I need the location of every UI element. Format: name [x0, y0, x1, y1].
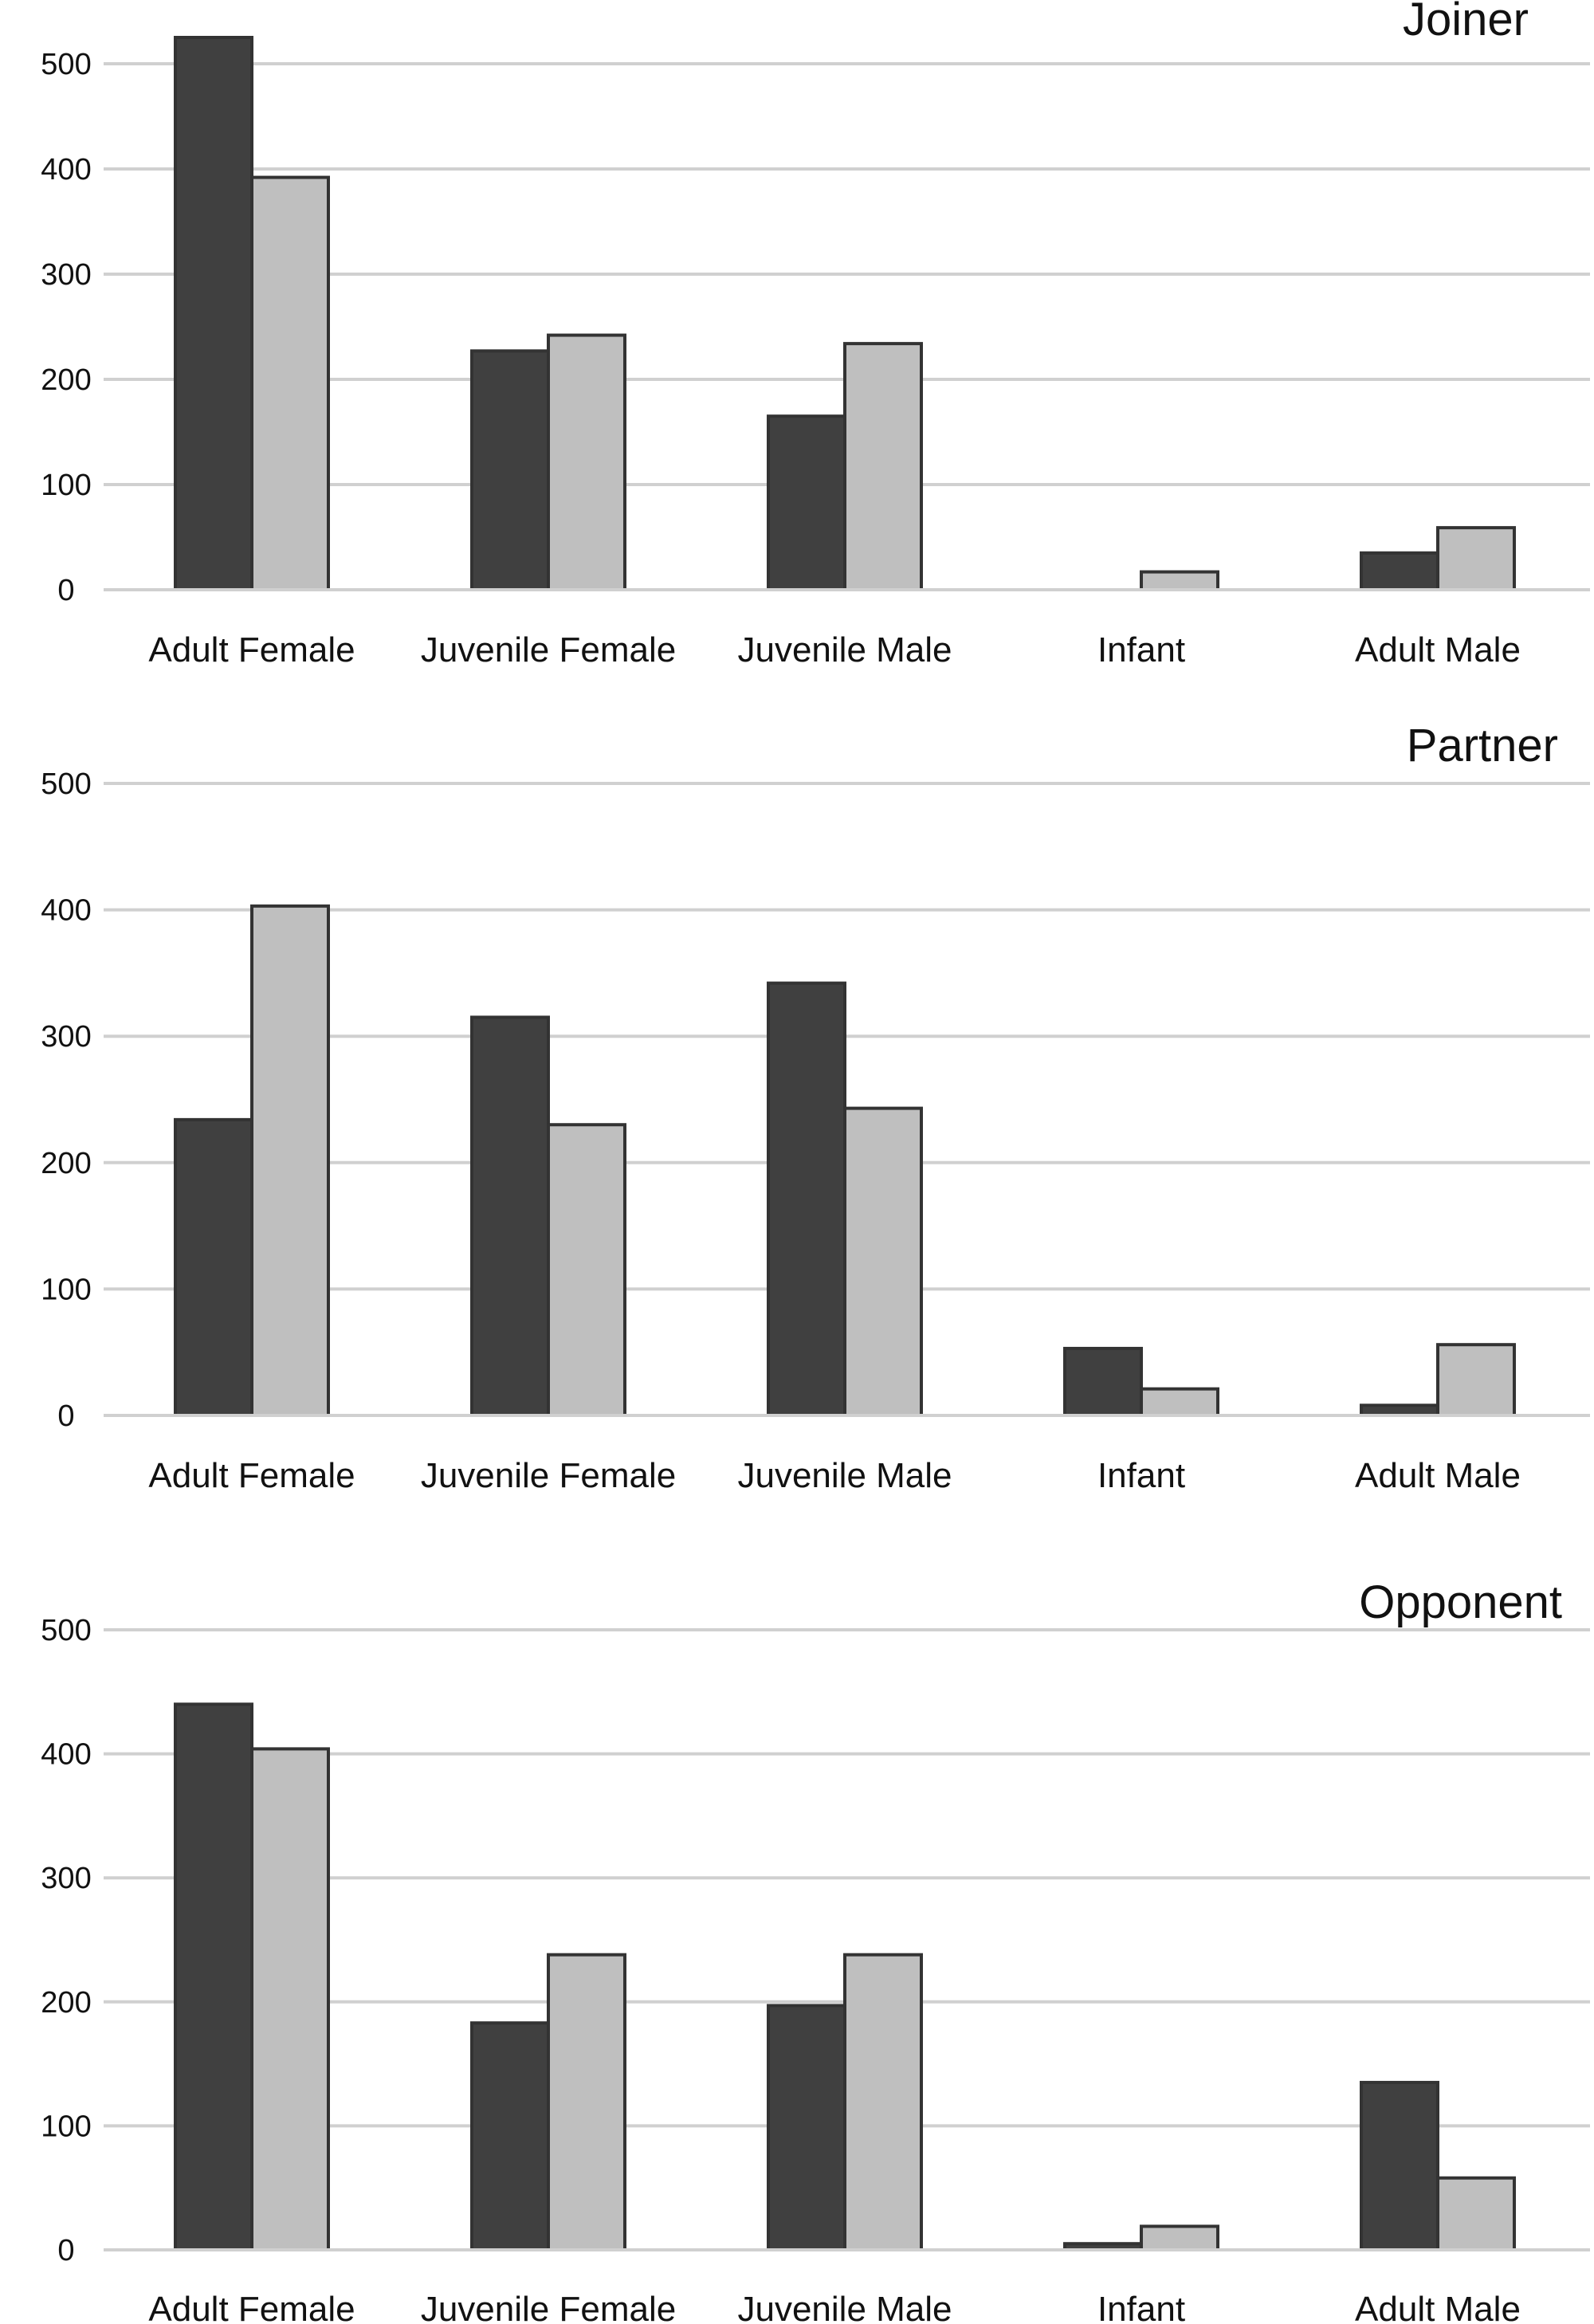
bar-series-1: [174, 1702, 253, 2252]
y-tick-label: 0: [57, 2234, 74, 2267]
y-tick-label: 200: [41, 1986, 91, 2020]
bar-series-2: [547, 333, 626, 591]
y-tick-label: 500: [41, 1614, 91, 1647]
bar-series-2: [843, 342, 923, 591]
bar-series-2: [250, 904, 330, 1418]
y-tick-label: 200: [41, 1147, 91, 1180]
bar-series-1: [1063, 1346, 1143, 1418]
y-tick-label: 400: [41, 894, 91, 928]
y-tick-label: 100: [41, 469, 91, 502]
y-tick-label: 300: [41, 1020, 91, 1054]
x-category-label: Juvenile Male: [737, 1456, 952, 1495]
x-category-label: Infant: [1097, 630, 1185, 669]
y-tick-label: 0: [57, 1400, 74, 1433]
bar-series-2: [250, 175, 330, 591]
bar-series-1: [470, 1015, 550, 1418]
y-tick-label: 400: [41, 1738, 91, 1772]
bar-series-2: [1436, 526, 1516, 591]
x-category-label: Adult Female: [148, 2290, 355, 2324]
bar-series-1: [174, 36, 253, 591]
x-category-label: Juvenile Female: [421, 2290, 676, 2324]
x-category-label: Adult Female: [148, 1456, 355, 1495]
bar-series-2: [1140, 1387, 1219, 1417]
bar-series-1: [1360, 2080, 1439, 2251]
bar-series-1: [767, 981, 846, 1417]
x-category-label: Infant: [1097, 1456, 1185, 1495]
bar-series-2: [1140, 570, 1219, 591]
y-tick-label: 200: [41, 363, 91, 397]
y-tick-label: 100: [41, 1273, 91, 1306]
bar-series-1: [767, 414, 846, 592]
x-category-label: Adult Male: [1355, 1456, 1521, 1495]
bar-series-2: [843, 1953, 923, 2252]
bar-series-1: [1360, 551, 1439, 591]
chart-title: Joiner: [1403, 0, 1529, 45]
bar-series-2: [250, 1747, 330, 2251]
y-tick-label: 300: [41, 258, 91, 292]
x-category-label: Adult Male: [1355, 2290, 1521, 2324]
chart-title: Partner: [1407, 720, 1558, 771]
bar-series-1: [470, 349, 550, 591]
bar-series-1: [767, 2004, 846, 2252]
x-category-label: Infant: [1097, 2290, 1185, 2324]
x-category-label: Juvenile Female: [421, 1456, 676, 1495]
x-category-label: Juvenile Male: [737, 630, 952, 669]
bar-series-2: [547, 1953, 626, 2252]
bar-series-2: [843, 1106, 923, 1418]
y-tick-label: 0: [57, 574, 74, 607]
y-tick-label: 500: [41, 767, 91, 801]
bar-series-1: [470, 2021, 550, 2251]
y-tick-label: 400: [41, 153, 91, 186]
x-category-label: Juvenile Male: [737, 2290, 952, 2324]
bar-series-2: [1436, 1343, 1516, 1417]
chart-title: Opponent: [1359, 1576, 1562, 1628]
bar-series-1: [174, 1117, 253, 1417]
y-tick-label: 100: [41, 2110, 91, 2143]
y-tick-label: 500: [41, 48, 91, 81]
x-category-label: Juvenile Female: [421, 630, 676, 669]
bar-series-2: [1436, 2176, 1516, 2251]
y-tick-label: 300: [41, 1862, 91, 1895]
bar-series-2: [1140, 2224, 1219, 2252]
x-category-label: Adult Male: [1355, 630, 1521, 669]
bar-series-2: [547, 1123, 626, 1417]
x-category-label: Adult Female: [148, 630, 355, 669]
